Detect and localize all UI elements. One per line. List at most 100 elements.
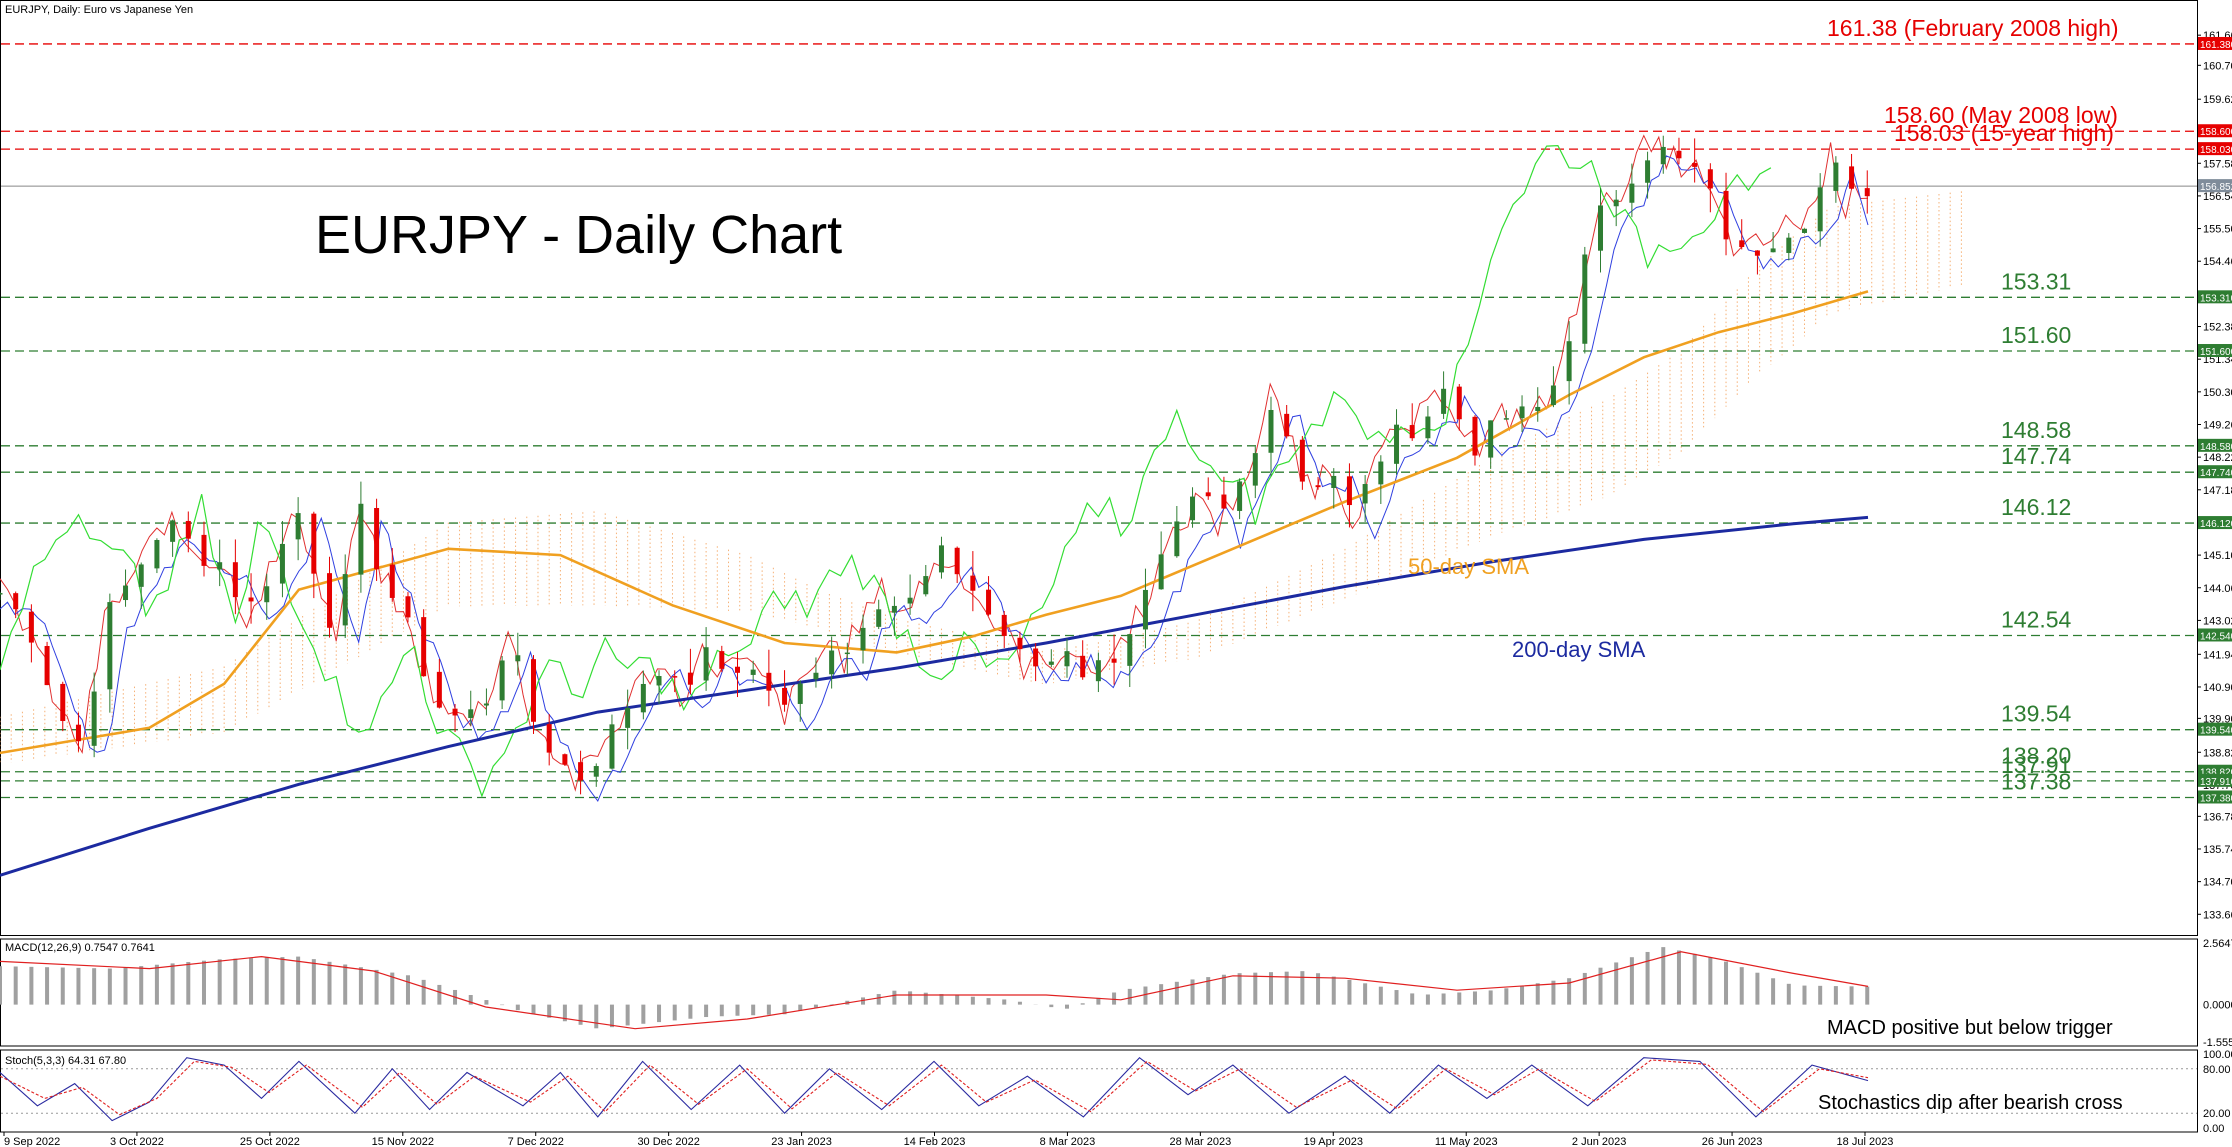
macd-bar <box>939 994 944 1005</box>
macd-bar <box>1865 986 1870 1005</box>
candle-body <box>1849 166 1855 189</box>
candle-body <box>954 547 960 575</box>
level-tag-text: 151.600 <box>2200 347 2232 358</box>
candle-body <box>60 683 66 722</box>
time-tick-label: 3 Oct 2022 <box>110 1136 164 1147</box>
candle <box>1394 409 1400 475</box>
macd-bar <box>390 972 395 1005</box>
macd-bar <box>782 1004 787 1015</box>
candle-body <box>797 683 803 704</box>
candle <box>185 511 191 553</box>
candle <box>1315 476 1321 490</box>
macd-bar <box>233 958 238 1005</box>
candle-body <box>1252 453 1258 486</box>
candle <box>734 651 740 698</box>
macd-scale-label: 0.0000 <box>2203 1000 2232 1012</box>
macd-bar <box>154 964 159 1005</box>
candle <box>138 562 144 609</box>
candle <box>829 636 835 689</box>
level-tag-text: 148.580 <box>2200 442 2232 453</box>
candle-body <box>1692 162 1698 167</box>
candle-body <box>531 659 537 722</box>
candle <box>107 593 113 713</box>
level-label: 151.60 <box>2001 322 2071 348</box>
candle <box>1174 505 1180 558</box>
macd-bar <box>562 1004 567 1022</box>
macd-bar <box>1127 988 1132 1005</box>
candle-body <box>1770 248 1776 253</box>
macd-bar <box>1802 985 1807 1005</box>
candle-body <box>405 596 411 618</box>
candle <box>876 599 882 630</box>
level-label: 137.91 <box>2001 752 2071 778</box>
candle <box>813 657 819 688</box>
candle-body <box>625 707 631 728</box>
level-tag-text: 153.310 <box>2200 293 2232 304</box>
candle-body <box>1284 413 1290 437</box>
price-tick-label: 144.060 <box>2203 583 2232 595</box>
macd-bar <box>468 995 473 1005</box>
price-tick-label: 150.300 <box>2203 387 2232 399</box>
macd-bar <box>13 966 18 1005</box>
price-tick-label: 147.180 <box>2203 485 2232 497</box>
candle-body <box>766 672 772 691</box>
main-panel-border <box>0 0 2198 936</box>
macd-panel-border <box>0 938 2198 1047</box>
candle-body <box>107 602 113 690</box>
candle <box>1786 233 1792 261</box>
candle <box>719 645 725 673</box>
candle <box>1519 395 1525 433</box>
candle-body <box>295 513 301 540</box>
macd-bar <box>45 967 50 1005</box>
candle <box>1142 568 1148 649</box>
candle-body <box>1174 521 1180 557</box>
candle-body <box>1582 254 1588 344</box>
level-label: 158.03 (15-year high) <box>1894 120 2114 146</box>
candle <box>452 704 458 732</box>
level-label: 158.60 (May 2008 low) <box>1884 102 2118 128</box>
candle <box>358 481 364 593</box>
candle <box>1849 153 1855 190</box>
candle-body <box>1660 146 1666 165</box>
candle-body <box>1205 492 1211 497</box>
macd-bar <box>688 1004 693 1019</box>
level-tag-text: 138.820 <box>2200 768 2232 779</box>
macd-bar <box>1551 980 1556 1005</box>
level-tag: 146.120 <box>2198 516 2232 530</box>
candle <box>264 573 270 620</box>
level-tag: 137.910 <box>2198 773 2232 788</box>
macd-bar <box>60 967 65 1005</box>
macd-bar <box>421 979 426 1005</box>
macd-bar <box>1065 1004 1070 1009</box>
macd-bar <box>1849 986 1854 1005</box>
macd-bar <box>405 975 410 1005</box>
candle <box>938 536 944 579</box>
macd-bar <box>1425 994 1430 1005</box>
candle-body <box>342 574 348 626</box>
level-tag-bg <box>2198 722 2232 736</box>
macd-bar <box>1394 990 1399 1005</box>
candle <box>1346 463 1352 528</box>
macd-bar <box>1112 992 1117 1005</box>
macd-bar <box>1221 974 1226 1005</box>
candle-body <box>609 724 615 769</box>
candle <box>421 609 427 677</box>
price-axis: 161.660160.700159.620158.580157.580156.5… <box>2197 30 2232 921</box>
candle <box>782 670 788 712</box>
candle-body <box>28 611 34 643</box>
candle-body <box>1801 228 1807 233</box>
macd-bar <box>766 1004 771 1015</box>
macd-annotation: MACD positive but below trigger <box>1827 1017 2113 1039</box>
macd-bar <box>139 966 144 1005</box>
candle <box>1190 487 1196 528</box>
candle <box>217 539 223 587</box>
candle <box>625 689 631 750</box>
candle-body <box>1111 658 1117 663</box>
candle <box>1268 396 1274 477</box>
candle <box>28 604 34 663</box>
macd-bar <box>374 969 379 1005</box>
candle-body <box>468 709 474 718</box>
stoch-scale-label: 100.00 <box>2203 1049 2232 1061</box>
time-tick-label: 2 Jun 2023 <box>1572 1136 1626 1147</box>
candle-body <box>185 520 191 539</box>
